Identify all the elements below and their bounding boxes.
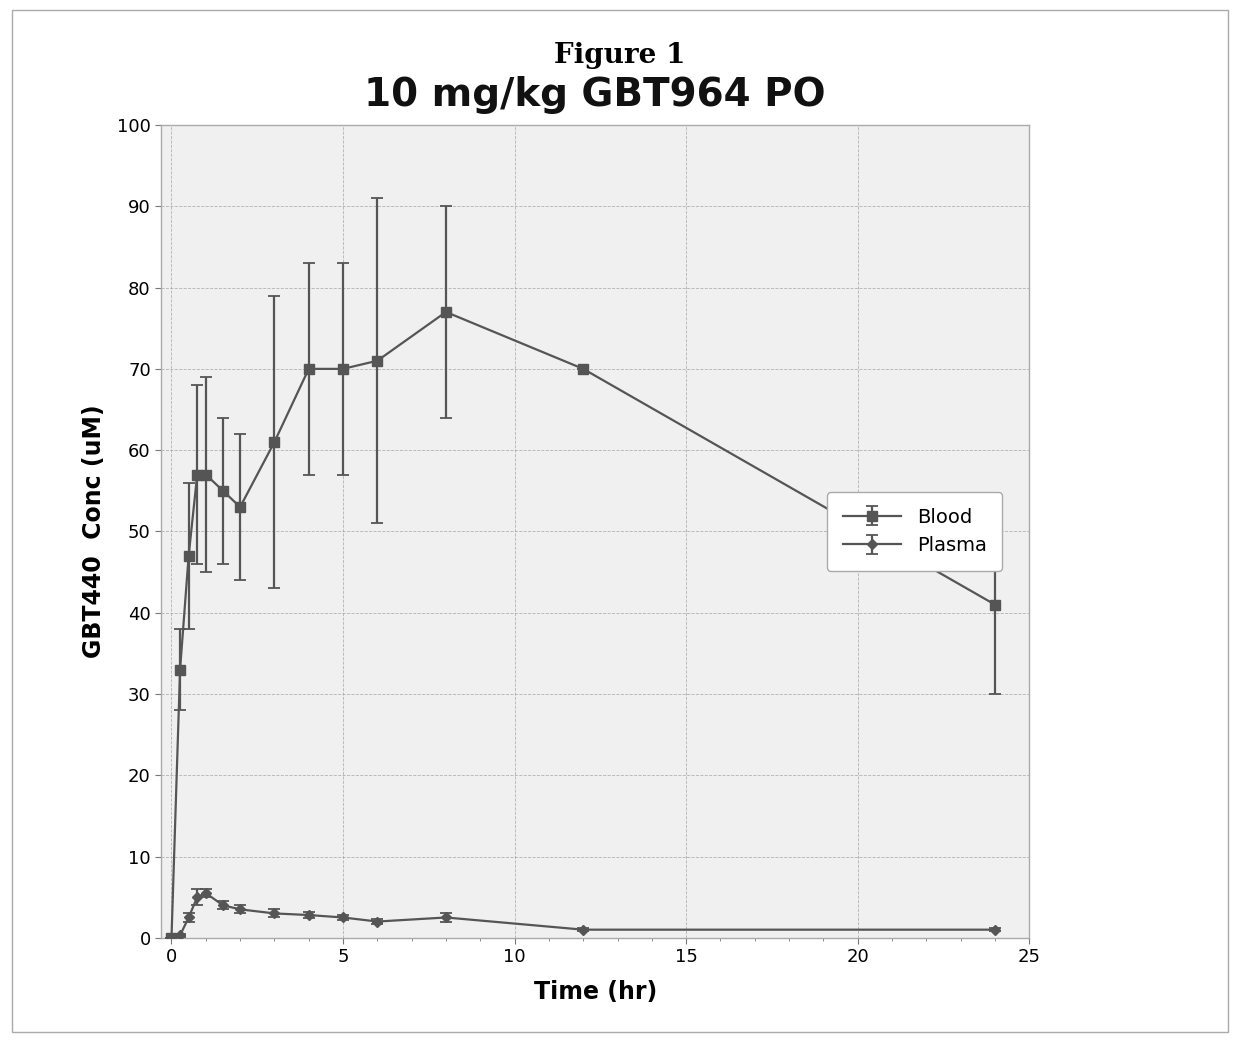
Text: Figure 1: Figure 1 xyxy=(554,42,686,69)
X-axis label: Time (hr): Time (hr) xyxy=(533,981,657,1004)
Title: 10 mg/kg GBT964 PO: 10 mg/kg GBT964 PO xyxy=(365,76,826,114)
Legend: Blood, Plasma: Blood, Plasma xyxy=(827,492,1002,571)
Y-axis label: GBT440  Conc (uM): GBT440 Conc (uM) xyxy=(82,404,105,659)
